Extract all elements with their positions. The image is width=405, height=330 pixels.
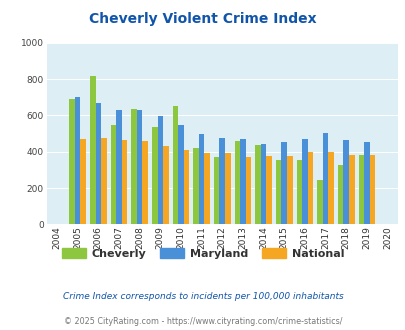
Bar (172, 106, 178, 224)
Bar (322, 133, 328, 224)
Bar (240, 140, 245, 224)
Bar (101, 138, 107, 224)
Bar (301, 140, 307, 224)
Bar (337, 165, 343, 224)
Bar (142, 142, 148, 224)
Bar (307, 152, 313, 224)
Bar (343, 140, 348, 224)
Bar (296, 160, 301, 224)
Text: Cheverly Violent Crime Index: Cheverly Violent Crime Index (89, 12, 316, 25)
Bar (122, 140, 127, 224)
Bar (183, 150, 189, 224)
Bar (224, 153, 230, 224)
Bar (348, 154, 354, 224)
Bar (198, 134, 204, 224)
Bar (193, 148, 198, 224)
Text: Crime Index corresponds to incidents per 100,000 inhabitants: Crime Index corresponds to incidents per… (62, 292, 343, 301)
Bar (151, 127, 157, 224)
Bar (204, 153, 209, 224)
Text: © 2025 CityRating.com - https://www.cityrating.com/crime-statistics/: © 2025 CityRating.com - https://www.city… (64, 317, 341, 326)
Bar (260, 144, 266, 224)
Bar (136, 111, 142, 224)
Bar (316, 180, 322, 224)
Bar (358, 155, 363, 224)
Bar (80, 140, 86, 224)
Bar (363, 142, 369, 224)
Bar (255, 146, 260, 224)
Bar (69, 99, 75, 224)
Legend: Cheverly, Maryland, National: Cheverly, Maryland, National (58, 244, 347, 263)
Bar (116, 110, 121, 224)
Bar (131, 109, 136, 224)
Bar (163, 147, 168, 224)
Bar (90, 76, 95, 224)
Bar (234, 141, 240, 224)
Bar (75, 97, 80, 224)
Bar (369, 154, 374, 224)
Bar (178, 125, 183, 224)
Bar (157, 116, 163, 224)
Bar (328, 152, 333, 224)
Bar (213, 157, 219, 224)
Bar (245, 157, 251, 224)
Bar (95, 103, 101, 224)
Bar (286, 156, 292, 224)
Bar (219, 138, 224, 224)
Bar (266, 156, 271, 224)
Bar (110, 125, 116, 224)
Bar (275, 160, 281, 224)
Bar (281, 142, 286, 224)
